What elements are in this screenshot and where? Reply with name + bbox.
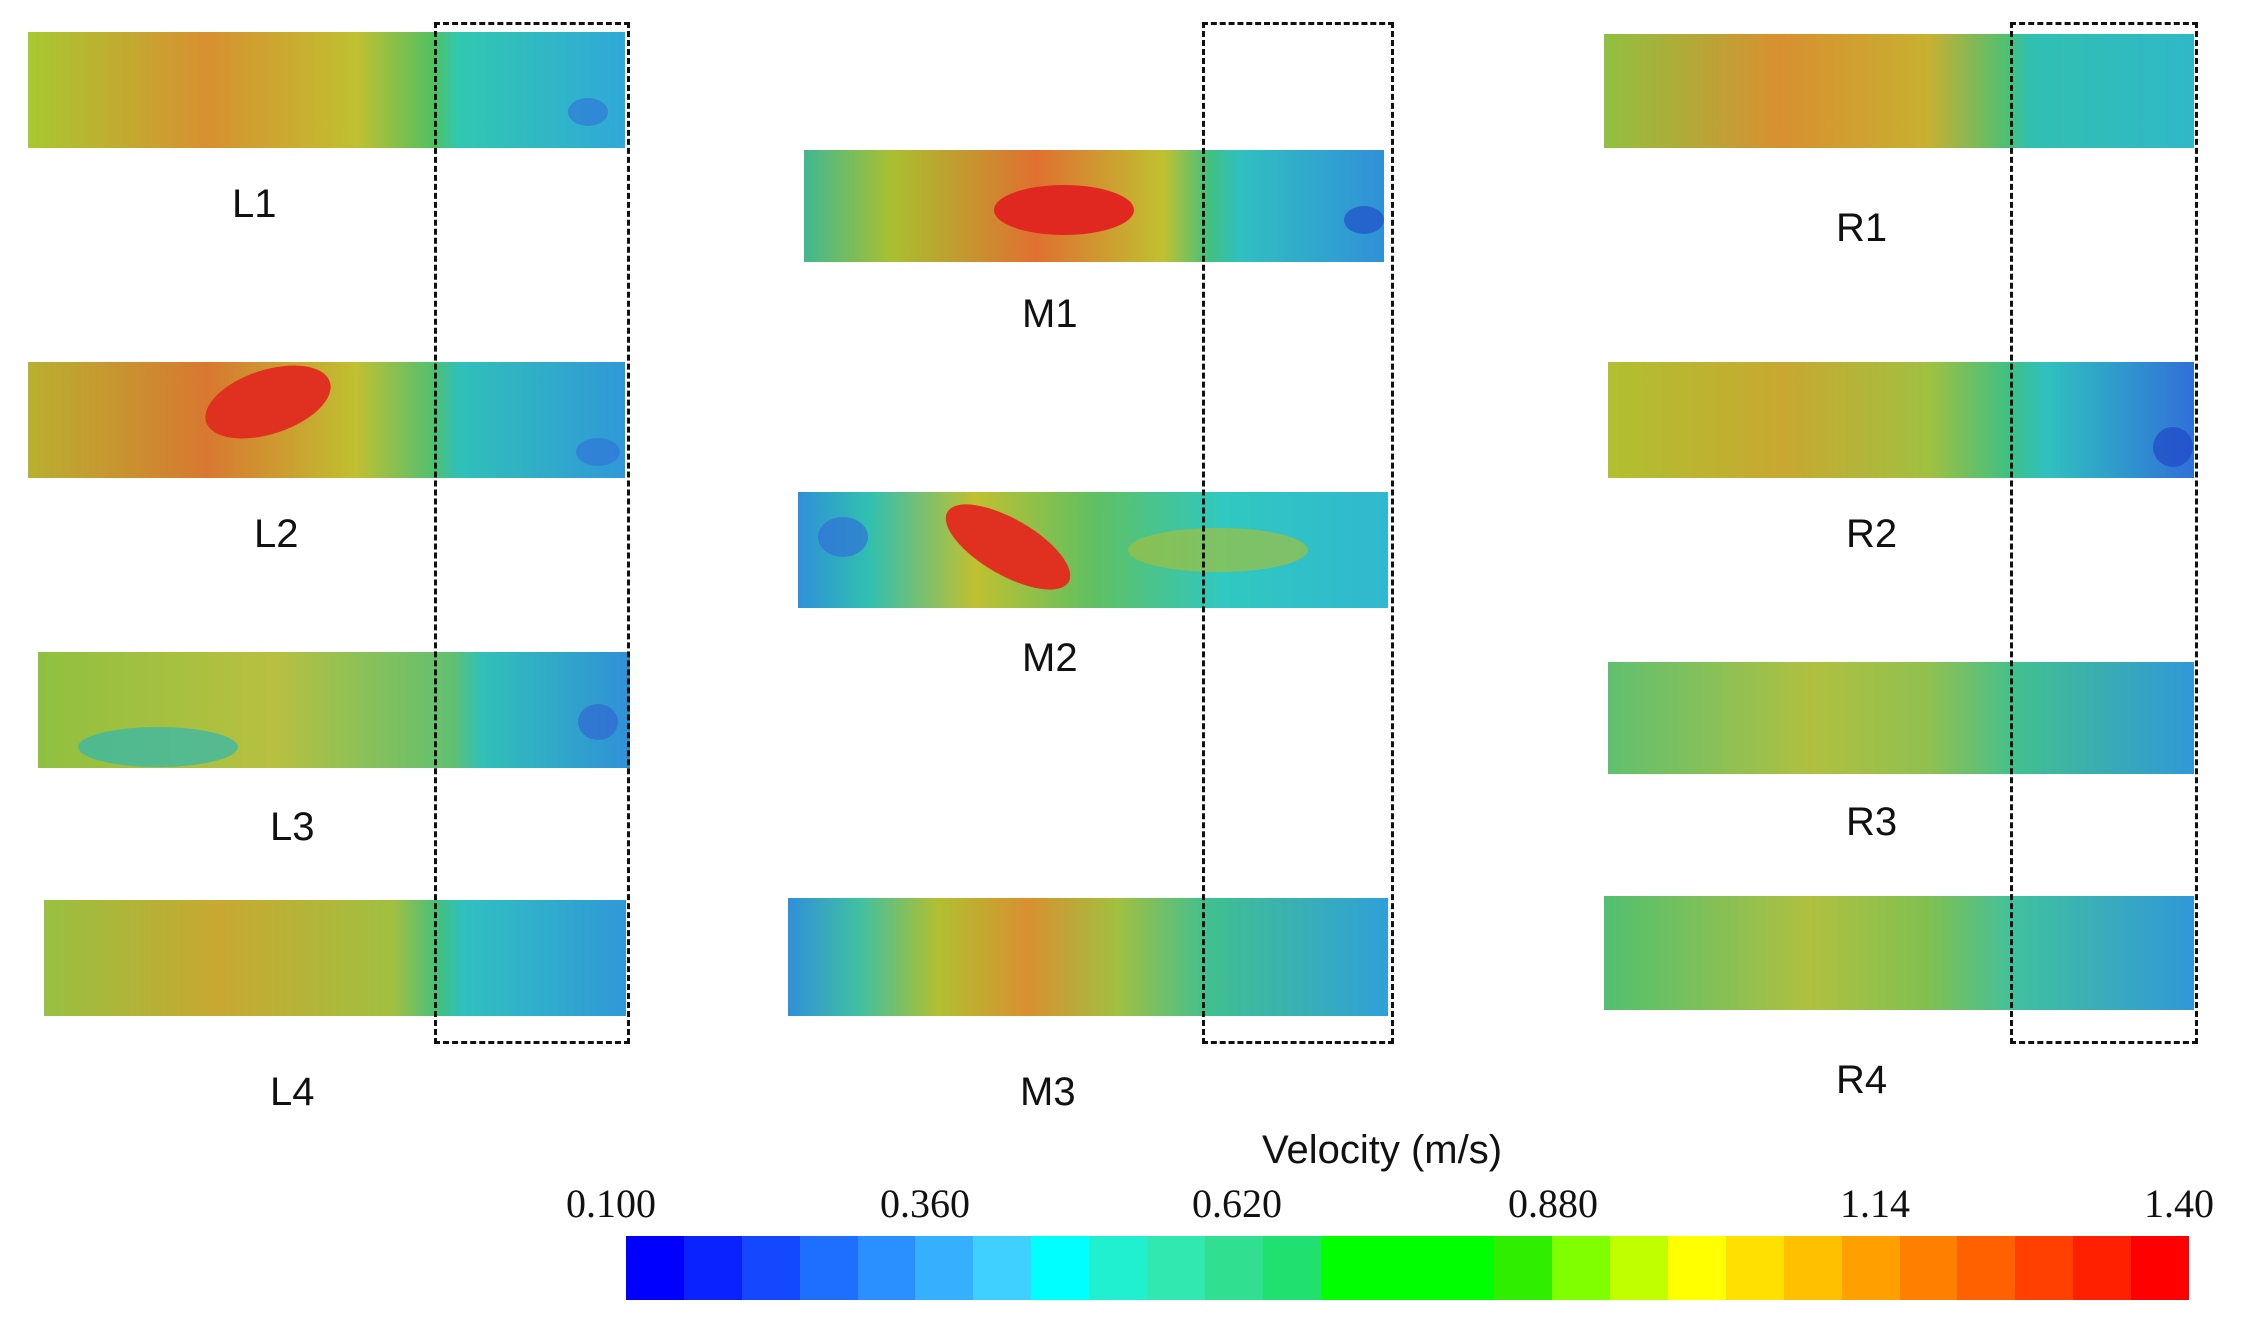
panel-label-M3: M3 <box>1020 1070 1076 1114</box>
colorbar-swatch <box>683 1236 742 1300</box>
legend-tick-4: 1.14 <box>1840 1181 1910 1226</box>
panel-label-L4: L4 <box>270 1070 315 1114</box>
legend-tick-0: 0.100 <box>566 1181 656 1226</box>
colorbar-swatch <box>915 1236 974 1300</box>
colorbar-swatch <box>1783 1236 1842 1300</box>
panel-L4 <box>44 900 626 1016</box>
colorbar-swatch <box>1378 1236 1437 1300</box>
outlet-region-right <box>2010 22 2198 1044</box>
panel-label-R1: R1 <box>1836 206 1888 250</box>
colorbar-swatch <box>1725 1236 1784 1300</box>
colorbar-swatch <box>626 1236 684 1300</box>
colorbar-swatch <box>1147 1236 1205 1300</box>
legend-tick-3: 0.880 <box>1508 1181 1598 1226</box>
colorbar-swatch <box>1031 1236 1090 1300</box>
colorbar-swatch <box>1262 1236 1321 1300</box>
panel-R1 <box>1604 34 2194 148</box>
colorbar-swatch <box>1552 1236 1611 1300</box>
legend-tick-2: 0.620 <box>1192 1181 1282 1226</box>
panel-label-R2: R2 <box>1846 512 1898 556</box>
panel-label-M1: M1 <box>1022 292 1078 336</box>
colorbar-swatch <box>1841 1236 1900 1300</box>
colorbar-swatch <box>1610 1236 1669 1300</box>
panel-R2 <box>1608 362 2194 478</box>
colorbar-swatch <box>2131 1236 2190 1300</box>
panel-label-L2: L2 <box>254 512 299 556</box>
panel-label-R3: R3 <box>1846 800 1898 844</box>
colorbar-swatch <box>1668 1236 1726 1300</box>
colorbar-swatch <box>1204 1236 1263 1300</box>
colorbar-swatch <box>1957 1236 2016 1300</box>
panel-label-L1: L1 <box>232 182 277 226</box>
panel-R4 <box>1604 896 2194 1010</box>
colorbar-swatch <box>1899 1236 1958 1300</box>
colorbar-swatch <box>1089 1236 1148 1300</box>
colorbar-swatch <box>1494 1236 1553 1300</box>
legend-tick-1: 0.360 <box>880 1181 970 1226</box>
legend-title: Velocity (m/s) <box>1262 1128 1503 1172</box>
panel-M2 <box>798 492 1388 608</box>
colorbar-swatch <box>1436 1236 1495 1300</box>
outlet-region-middle <box>1202 22 1394 1044</box>
colorbar-swatch <box>799 1236 858 1300</box>
panel-M1 <box>804 150 1384 262</box>
colorbar-swatch <box>741 1236 800 1300</box>
panel-L1 <box>28 32 625 148</box>
panel-L2 <box>28 362 625 478</box>
panel-M3 <box>788 898 1388 1016</box>
colorbar <box>626 1236 2190 1300</box>
panel-label-M2: M2 <box>1022 636 1078 680</box>
colorbar-swatch <box>857 1236 916 1300</box>
outlet-region-left <box>434 22 630 1044</box>
panel-label-L3: L3 <box>270 805 315 849</box>
panel-label-R4: R4 <box>1836 1058 1888 1102</box>
panel-R3 <box>1608 662 2194 774</box>
colorbar-swatch <box>973 1236 1032 1300</box>
colorbar-swatch <box>1320 1236 1379 1300</box>
colorbar-swatch <box>2015 1236 2074 1300</box>
legend-tick-5: 1.40 <box>2144 1181 2214 1226</box>
colorbar-swatch <box>2073 1236 2132 1300</box>
panel-L3 <box>38 652 630 768</box>
